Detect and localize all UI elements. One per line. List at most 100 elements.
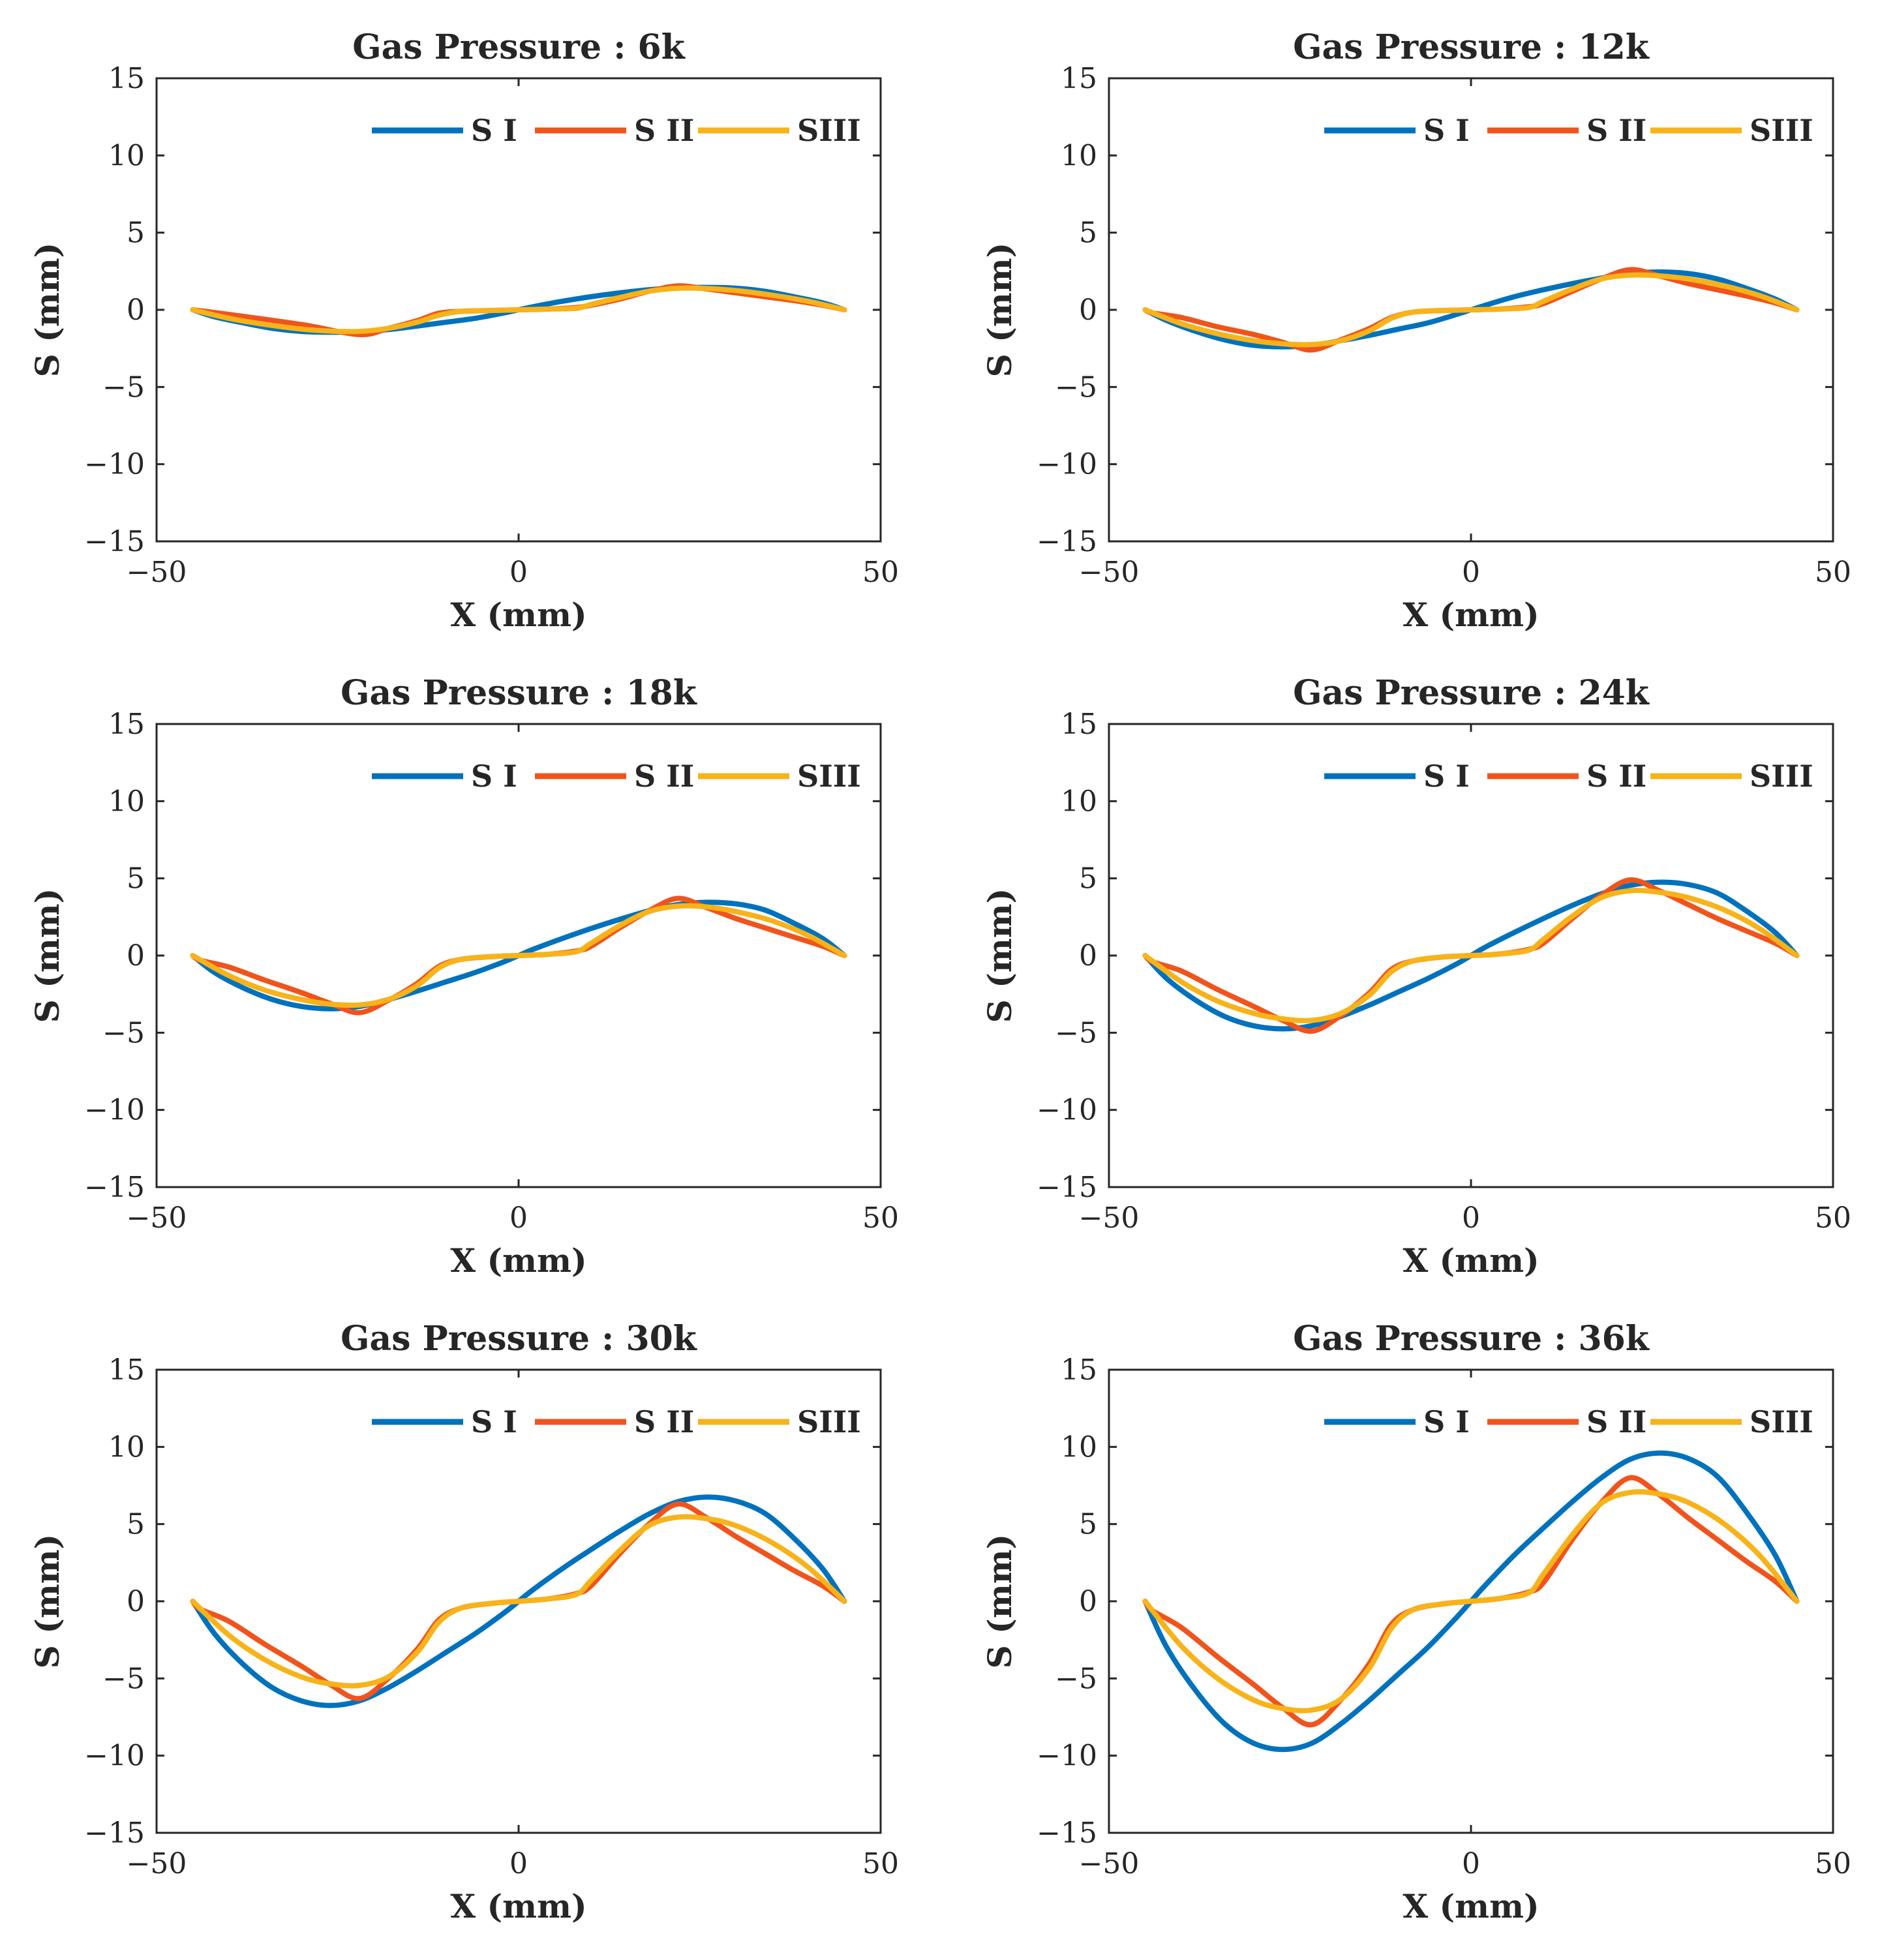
series-group xyxy=(1142,267,1800,353)
x-axis-label: X (mm) xyxy=(1402,596,1539,634)
y-axis-label: S (mm) xyxy=(980,243,1019,378)
y-tick-label: −15 xyxy=(1037,1817,1097,1850)
legend: S I S II SIII xyxy=(372,759,861,794)
y-tick-label: 10 xyxy=(1061,785,1097,818)
legend: S I S II SIII xyxy=(1324,1404,1813,1440)
x-tick-label: 0 xyxy=(509,556,528,589)
legend: S I S II SIII xyxy=(372,1404,861,1440)
x-tick-label: 0 xyxy=(509,1847,528,1880)
legend-label-si: S I xyxy=(1423,113,1470,148)
y-tick-label: −5 xyxy=(1055,370,1097,404)
y-tick-label: −15 xyxy=(84,525,145,558)
x-axis-label: X (mm) xyxy=(1402,1241,1539,1280)
series-group xyxy=(190,283,847,337)
series-line-siii xyxy=(190,903,847,1008)
y-tick-label: 15 xyxy=(1061,62,1097,95)
legend-label-siii: SIII xyxy=(797,1404,861,1440)
y-tick-label: −15 xyxy=(1037,525,1097,558)
x-tick-label: 50 xyxy=(862,556,899,589)
legend-label-si: S I xyxy=(1423,1404,1470,1440)
y-tick-label: 5 xyxy=(1079,862,1097,896)
series-line-siii xyxy=(1142,888,1800,1023)
legend-label-sii: S II xyxy=(1586,1404,1646,1440)
y-tick-label: −10 xyxy=(84,1740,145,1773)
legend-label-siii: SIII xyxy=(797,113,861,148)
y-tick-label: −15 xyxy=(84,1171,145,1204)
x-tick-label: −50 xyxy=(1079,1847,1140,1880)
y-axis-label: S (mm) xyxy=(980,888,1019,1023)
x-tick-label: −50 xyxy=(127,556,187,589)
y-tick-label: 5 xyxy=(127,217,145,250)
y-tick-label: 15 xyxy=(108,1353,145,1387)
y-tick-label: 10 xyxy=(108,139,145,172)
legend-label-siii: SIII xyxy=(1750,759,1813,794)
x-tick-label: 0 xyxy=(1462,556,1480,589)
y-tick-label: −10 xyxy=(1037,448,1097,481)
x-tick-label: 50 xyxy=(862,1201,899,1235)
y-tick-label: 15 xyxy=(108,62,145,95)
x-tick-label: −50 xyxy=(1079,556,1140,589)
y-tick-label: 5 xyxy=(1079,1508,1097,1541)
x-tick-label: −50 xyxy=(1079,1201,1140,1235)
chart-title: Gas Pressure : 24k xyxy=(1293,673,1650,713)
x-tick-label: 50 xyxy=(862,1847,899,1880)
y-tick-label: −15 xyxy=(1037,1171,1097,1204)
legend: S I S II SIII xyxy=(372,113,861,148)
legend-label-sii: S II xyxy=(1586,759,1646,794)
chart-title: Gas Pressure : 18k xyxy=(341,673,697,713)
y-tick-label: −5 xyxy=(102,1016,145,1049)
y-tick-label: 5 xyxy=(127,1508,145,1541)
legend-label-si: S I xyxy=(471,113,517,148)
series-group xyxy=(1142,1450,1800,1753)
y-tick-label: −5 xyxy=(1055,1016,1097,1049)
y-axis-label: S (mm) xyxy=(28,243,67,378)
y-tick-label: 15 xyxy=(1061,708,1097,741)
y-tick-label: −10 xyxy=(84,1094,145,1127)
chart-title: Gas Pressure : 6k xyxy=(352,27,685,67)
x-axis-label: X (mm) xyxy=(1402,1887,1539,1925)
y-tick-label: −10 xyxy=(1037,1094,1097,1127)
legend-label-sii: S II xyxy=(634,113,694,148)
legend-label-si: S I xyxy=(1423,759,1470,794)
y-axis-label: S (mm) xyxy=(28,1534,67,1669)
series-line-siii xyxy=(1142,272,1800,348)
y-tick-label: −10 xyxy=(84,448,145,481)
legend: S I S II SIII xyxy=(1324,759,1813,794)
chart-title: Gas Pressure : 30k xyxy=(341,1319,697,1359)
x-tick-label: 0 xyxy=(509,1201,528,1235)
x-tick-label: −50 xyxy=(127,1201,187,1235)
y-tick-label: 5 xyxy=(127,862,145,896)
chart-title: Gas Pressure : 36k xyxy=(1293,1319,1650,1359)
series-line-siii xyxy=(1142,1489,1800,1713)
x-axis-label: X (mm) xyxy=(450,1241,586,1280)
y-tick-label: −5 xyxy=(102,1662,145,1695)
legend-label-sii: S II xyxy=(1586,113,1646,148)
x-axis-label: X (mm) xyxy=(450,1887,586,1925)
y-tick-label: 5 xyxy=(1079,217,1097,250)
y-tick-label: 10 xyxy=(1061,1430,1097,1464)
y-tick-label: 0 xyxy=(1079,294,1097,327)
y-tick-label: 15 xyxy=(1061,1353,1097,1387)
x-tick-label: 0 xyxy=(1462,1201,1480,1235)
series-group xyxy=(190,1494,847,1708)
x-axis-label: X (mm) xyxy=(450,596,586,634)
x-tick-label: 50 xyxy=(1815,1201,1851,1235)
x-tick-label: 50 xyxy=(1815,556,1851,589)
legend-label-si: S I xyxy=(471,1404,517,1440)
y-tick-label: −15 xyxy=(84,1817,145,1850)
x-tick-label: −50 xyxy=(127,1847,187,1880)
legend-label-siii: SIII xyxy=(1750,1404,1813,1440)
y-tick-label: 0 xyxy=(127,939,145,972)
y-tick-label: 15 xyxy=(108,708,145,741)
y-tick-label: 10 xyxy=(1061,139,1097,172)
series-group xyxy=(1142,877,1800,1034)
legend-label-si: S I xyxy=(471,759,517,794)
legend-label-sii: S II xyxy=(634,759,694,794)
y-axis-label: S (mm) xyxy=(980,1534,1019,1669)
